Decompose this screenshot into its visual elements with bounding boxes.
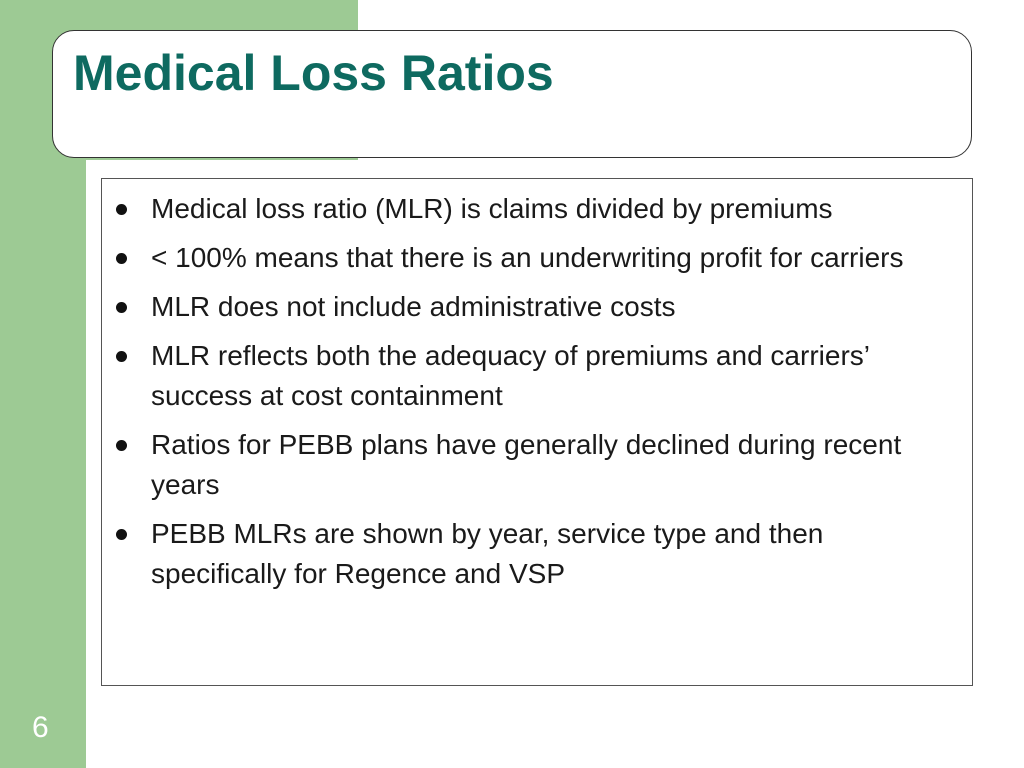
bullet-item: Ratios for PEBB plans have generally dec… [102,425,964,505]
bullet-item: MLR reflects both the adequacy of premiu… [102,336,964,416]
bullet-dot-icon [116,204,127,215]
bullet-text: Ratios for PEBB plans have generally dec… [151,429,902,500]
bullet-text: MLR does not include administrative cost… [151,291,676,322]
title-box: Medical Loss Ratios [52,30,972,158]
bullet-text: MLR reflects both the adequacy of premiu… [151,340,869,411]
bullet-list: Medical loss ratio (MLR) is claims divid… [102,179,972,594]
bullet-dot-icon [116,253,127,264]
bullet-dot-icon [116,440,127,451]
bullet-dot-icon [116,351,127,362]
bullet-text: < 100% means that there is an underwriti… [151,242,904,273]
bullet-text: Medical loss ratio (MLR) is claims divid… [151,193,833,224]
bullet-text: PEBB MLRs are shown by year, service typ… [151,518,824,589]
bullet-item: MLR does not include administrative cost… [102,287,964,327]
bullet-item: Medical loss ratio (MLR) is claims divid… [102,189,964,229]
bullet-dot-icon [116,302,127,313]
bullet-item: < 100% means that there is an underwriti… [102,238,964,278]
slide-title: Medical Loss Ratios [73,45,554,101]
content-box: Medical loss ratio (MLR) is claims divid… [101,178,973,686]
page-number: 6 [32,711,49,744]
bullet-dot-icon [116,529,127,540]
bullet-item: PEBB MLRs are shown by year, service typ… [102,514,964,594]
